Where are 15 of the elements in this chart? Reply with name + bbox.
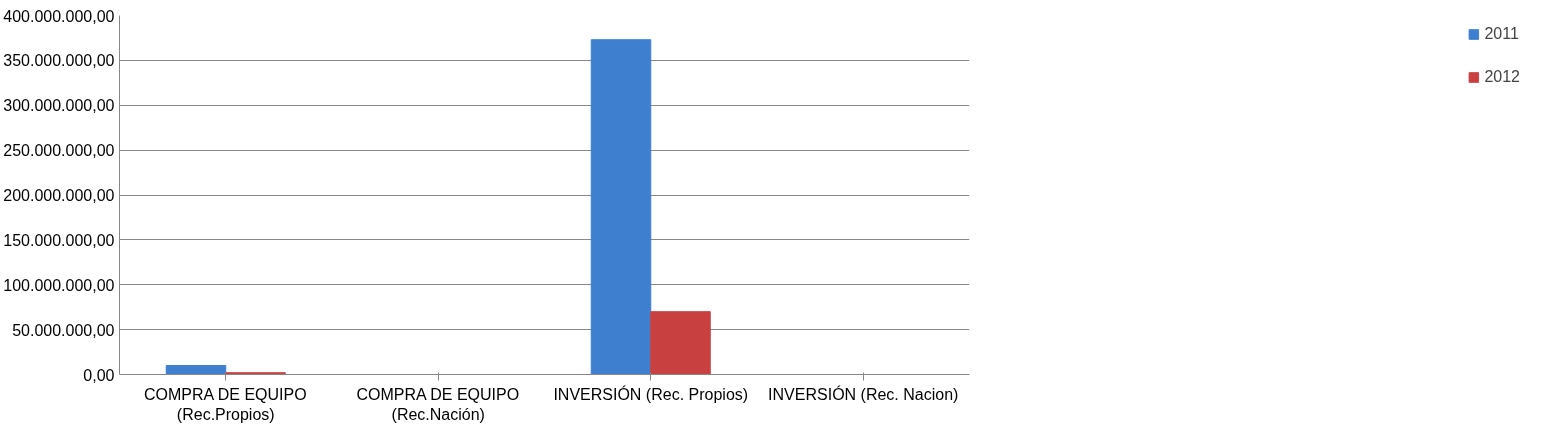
x-tick-label: INVERSIÓN (Rec. Nacion) (768, 384, 959, 403)
legend-label: 2012 (1484, 68, 1520, 86)
y-tick-label: 350.000.000,00 (3, 52, 115, 70)
y-tick-label: 250.000.000,00 (3, 142, 115, 160)
y-tick-label: 150.000.000,00 (3, 231, 115, 249)
x-tick-label: COMPRA DE EQUIPO (Rec.Propios) (143, 385, 307, 423)
x-tick-label: COMPRA DE EQUIPO (Rec.Nación) (356, 385, 520, 423)
y-tick-label: 0,00 (83, 366, 115, 384)
y-tick-label: 200.000.000,00 (3, 187, 115, 204)
y-tick-label: 50.000.000,00 (12, 321, 115, 339)
x-tick-label: INVERSIÓN (Rec. Propios) (553, 384, 749, 403)
y-tick-label: 100.000.000,00 (3, 276, 115, 294)
y-tick-label: 400.000.000,00 (3, 7, 115, 25)
y-tick-label: 300.000.000,00 (3, 97, 115, 115)
legend-label: 2011 (1484, 25, 1519, 43)
